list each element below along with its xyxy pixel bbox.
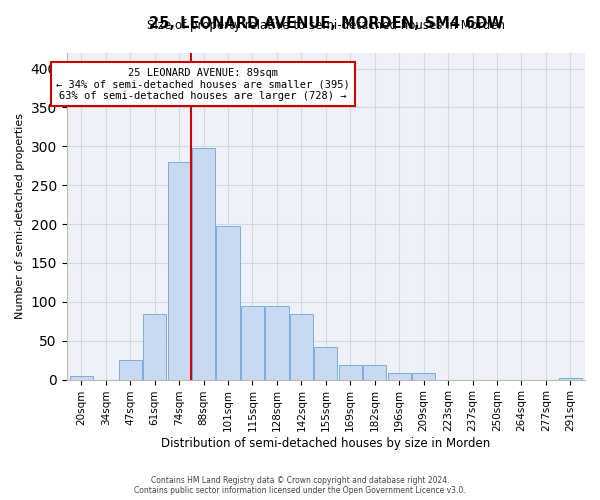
Text: 25 LEONARD AVENUE: 89sqm
← 34% of semi-detached houses are smaller (395)
63% of : 25 LEONARD AVENUE: 89sqm ← 34% of semi-d… [56,68,350,100]
Bar [314,347,337,380]
Text: Contains HM Land Registry data © Crown copyright and database right 2024.
Contai: Contains HM Land Registry data © Crown c… [134,476,466,495]
Bar [290,314,313,380]
Bar [143,314,166,380]
Bar [265,306,289,380]
Title: 25, LEONARD AVENUE, MORDEN, SM4 6DW: 25, LEONARD AVENUE, MORDEN, SM4 6DW [149,16,503,31]
Text: Size of property relative to semi-detached houses in Morden: Size of property relative to semi-detach… [147,19,505,32]
Bar [338,365,362,380]
X-axis label: Distribution of semi-detached houses by size in Morden: Distribution of semi-detached houses by … [161,437,490,450]
Bar [167,162,191,380]
Bar [70,376,93,380]
Bar [412,372,435,380]
Bar [559,378,582,380]
Bar [388,372,411,380]
Bar [192,148,215,380]
Bar [217,226,239,380]
Bar [363,365,386,380]
Bar [119,360,142,380]
Bar [241,306,264,380]
Y-axis label: Number of semi-detached properties: Number of semi-detached properties [15,114,25,320]
